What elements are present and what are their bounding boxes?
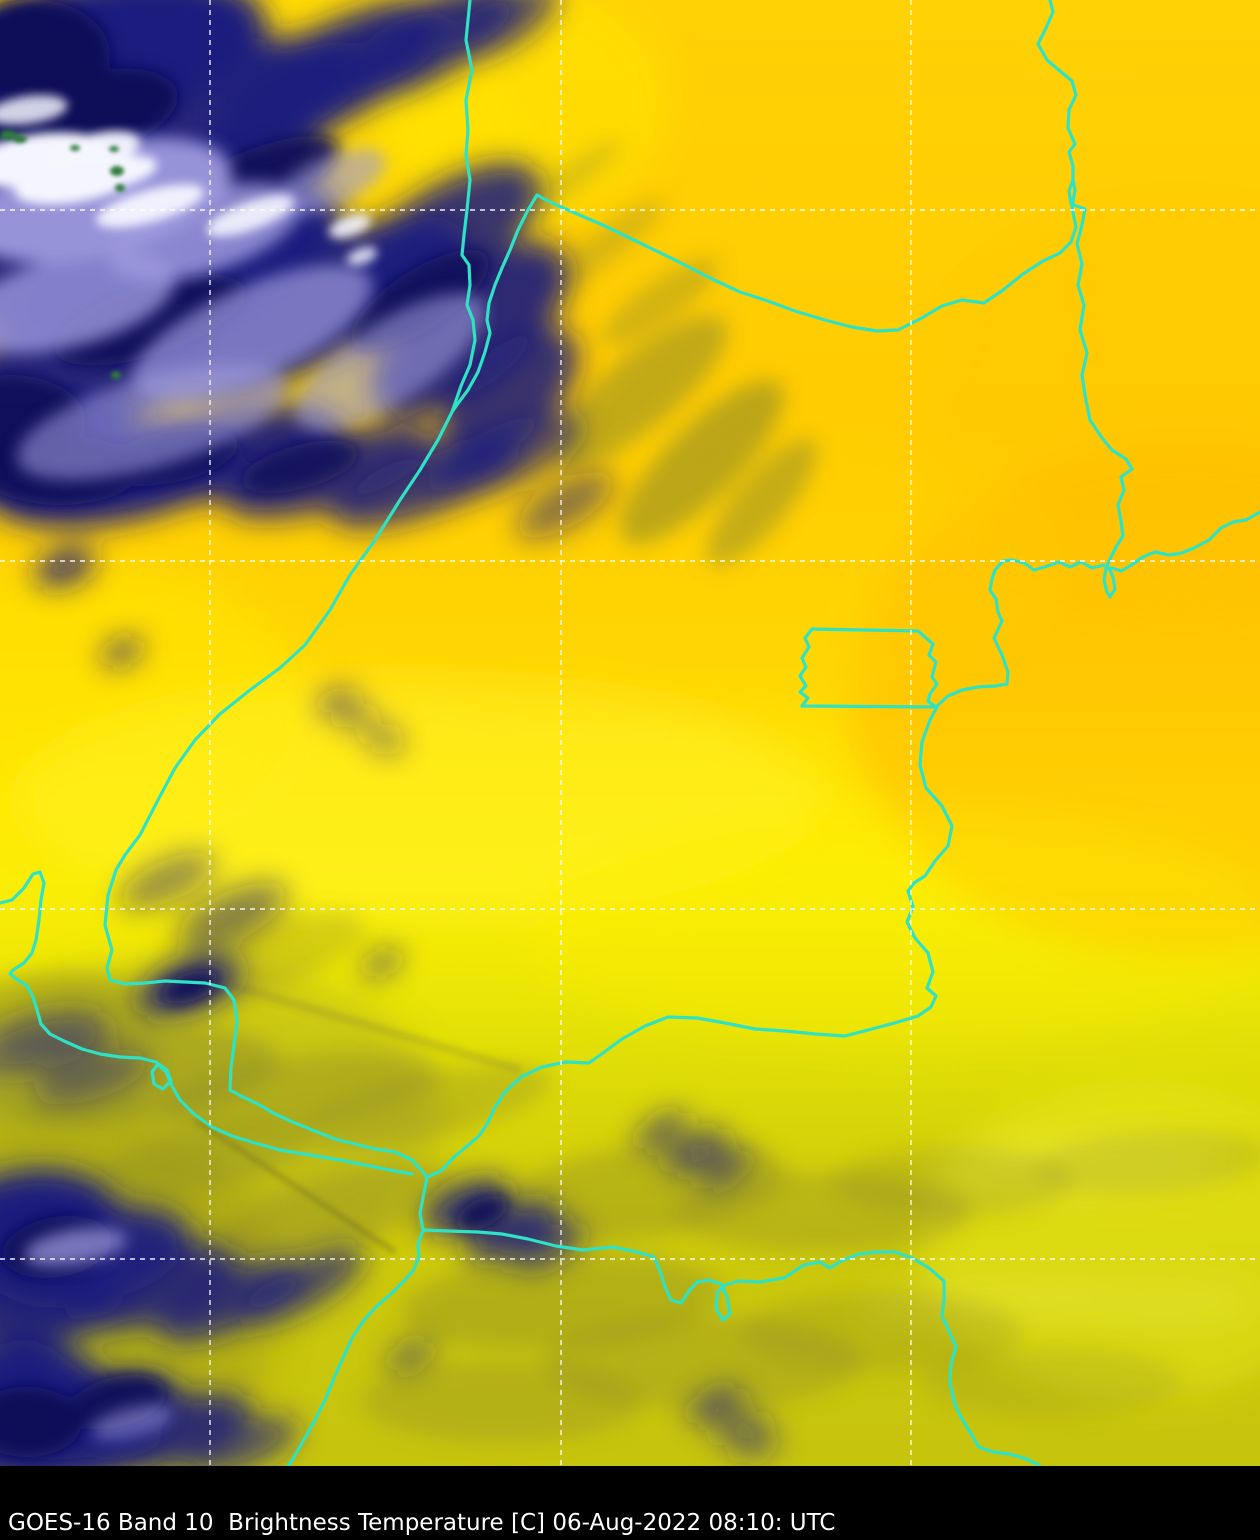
satellite-map xyxy=(0,0,1260,1466)
boundary-east xyxy=(1110,510,1260,573)
white-cloud-top-layer xyxy=(0,95,378,266)
river-boundary-mid xyxy=(425,705,954,1179)
boundary-diagonal-ne xyxy=(535,178,1078,333)
river-branch-southeast xyxy=(421,1228,1042,1466)
boundary-appendix-west xyxy=(0,870,414,1176)
caption-bar: GOES-16 Band 10 Brightness Temperature [… xyxy=(0,1466,1260,1540)
graticule-layer xyxy=(0,0,1260,1466)
river-boundary-west xyxy=(103,0,477,1179)
thin-streak-layer xyxy=(193,980,522,1254)
river-boundary-ne xyxy=(1036,0,1134,599)
lavender-cloud-layer xyxy=(0,137,485,1440)
boundary-lines-layer xyxy=(0,0,1260,1466)
river-tributary-west xyxy=(450,193,539,414)
caption-text: GOES-16 Band 10 Brightness Temperature [… xyxy=(8,1509,836,1536)
boundary-zigzag-west xyxy=(935,558,1106,708)
overshoot-green-speck-layer xyxy=(0,130,125,379)
